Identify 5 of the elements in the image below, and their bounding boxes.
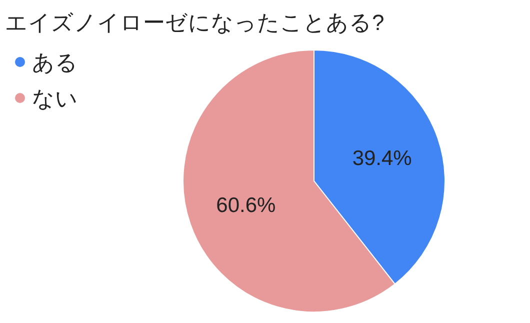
data-label: 39.4%	[352, 146, 412, 170]
data-label: 60.6%	[216, 194, 276, 217]
legend-label: ある	[32, 50, 78, 75]
chart-title: エイズノイローゼになったことある?	[5, 10, 384, 35]
legend-label: ない	[32, 86, 78, 111]
